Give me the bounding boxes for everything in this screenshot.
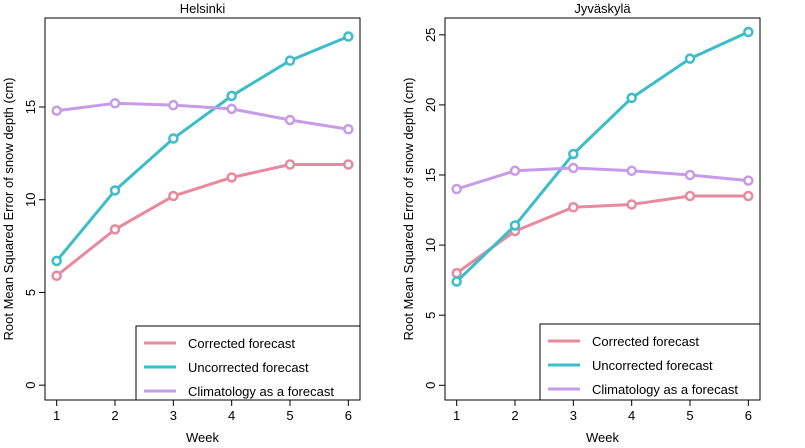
- series-line: [456, 166, 749, 191]
- data-point: [451, 267, 462, 279]
- legend-label: Uncorrected forecast: [188, 360, 309, 375]
- data-point: [509, 165, 521, 177]
- y-tick-label: 20: [423, 98, 438, 112]
- y-tick-label: 10: [23, 192, 38, 206]
- data-point: [568, 162, 579, 174]
- data-point: [626, 165, 637, 177]
- data-point: [568, 148, 579, 160]
- legend-box: [135, 325, 361, 401]
- x-tick-label: 1: [453, 408, 460, 423]
- legend-label: Climatology as a forecast: [188, 384, 334, 399]
- data-point: [284, 55, 296, 66]
- data-point: [226, 90, 237, 102]
- data-point: [51, 105, 62, 116]
- x-tick-label: 2: [111, 408, 118, 423]
- x-tick-label: 4: [628, 408, 635, 423]
- y-tick-label: 15: [423, 168, 438, 182]
- data-point: [284, 114, 296, 126]
- x-tick-label: 5: [286, 408, 293, 423]
- data-point: [684, 53, 696, 64]
- legend-label: Uncorrected forecast: [592, 358, 713, 373]
- x-tick-label: 3: [570, 408, 577, 423]
- data-point: [284, 159, 296, 170]
- x-tick-label: 2: [511, 408, 518, 423]
- data-point: [168, 190, 179, 202]
- data-point: [343, 31, 354, 42]
- chart-title: Helsinki: [180, 1, 226, 16]
- data-point: [226, 103, 237, 115]
- data-point: [451, 276, 462, 287]
- y-tick-label: 0: [23, 382, 38, 389]
- x-tick-label: 5: [686, 408, 693, 423]
- data-point: [109, 98, 121, 109]
- y-axis-label: Root Mean Squared Error of snow depth (c…: [1, 77, 16, 340]
- data-point: [343, 124, 354, 135]
- legend-label: Corrected forecast: [592, 334, 699, 349]
- data-point: [109, 185, 121, 196]
- data-point: [226, 172, 237, 183]
- x-tick-label: 6: [345, 408, 352, 423]
- x-tick-label: 4: [228, 408, 235, 423]
- legend-label: Climatology as a forecast: [592, 382, 738, 397]
- y-tick-label: 10: [423, 238, 438, 252]
- y-tick-label: 15: [23, 100, 38, 114]
- y-tick-label: 0: [423, 382, 438, 389]
- data-point: [626, 199, 637, 210]
- data-point: [743, 175, 754, 186]
- series-line: [56, 101, 349, 131]
- data-point: [684, 190, 696, 202]
- y-tick-label: 5: [23, 289, 38, 296]
- data-point: [743, 190, 754, 202]
- data-point: [451, 183, 462, 195]
- data-point: [109, 224, 121, 235]
- data-point: [51, 270, 62, 282]
- data-point: [51, 255, 62, 267]
- y-tick-label: 25: [423, 28, 438, 42]
- x-tick-label: 1: [53, 408, 60, 423]
- x-tick-label: 6: [745, 408, 752, 423]
- y-axis-label: Root Mean Squared Error of snow depth (c…: [401, 77, 416, 340]
- chart-panel-1: Helsinki 1 2 3 4 5 6 Week 0 5 10 15 Root Mean Square…: [1, 1, 361, 445]
- data-point: [568, 201, 579, 213]
- legend-label: Corrected forecast: [188, 336, 295, 351]
- chart-panel-2: Jyväskylä 1 2 3 4 5 6 Week 0 5 10 15 20 25 Root Mean S…: [401, 1, 761, 445]
- data-point: [343, 159, 354, 170]
- chart-title: Jyväskylä: [574, 1, 631, 16]
- series-line: [455, 194, 749, 275]
- data-point: [168, 133, 179, 144]
- y-tick-label: 5: [423, 312, 438, 319]
- data-point: [509, 220, 521, 231]
- x-tick-label: 3: [170, 408, 177, 423]
- series-line: [455, 30, 749, 283]
- data-point: [743, 26, 754, 38]
- legend-box: [539, 323, 761, 401]
- data-point: [168, 99, 179, 111]
- data-point: [626, 92, 637, 104]
- x-axis-label: Week: [186, 430, 219, 445]
- x-axis-label: Week: [586, 430, 619, 445]
- series-line: [55, 162, 349, 277]
- data-point: [684, 169, 696, 181]
- series-line: [55, 35, 349, 262]
